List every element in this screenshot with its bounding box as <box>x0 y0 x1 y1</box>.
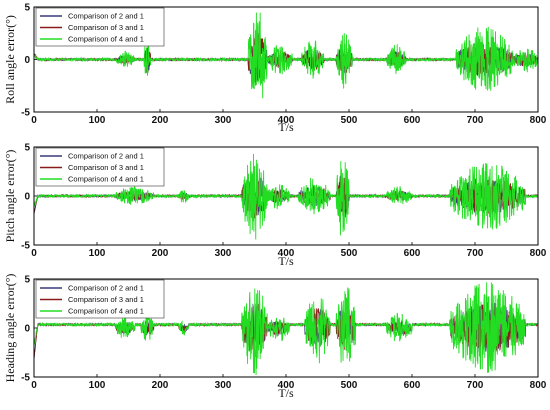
x-tick-label: 200 <box>152 248 169 259</box>
x-tick-label: 700 <box>467 380 484 391</box>
x-tick-label: 200 <box>152 380 169 391</box>
x-tick-label: 400 <box>278 380 295 391</box>
x-tick-label: 500 <box>341 380 358 391</box>
plot-area <box>34 282 538 376</box>
x-tick-label: 500 <box>341 248 358 259</box>
x-tick-label: 600 <box>404 115 421 126</box>
y-tick-label: 5 <box>24 3 30 14</box>
plot-area <box>34 153 538 240</box>
legend-label: Comparison of 3 and 1 <box>68 295 144 304</box>
legend: Comparison of 2 and 1 Comparison of 3 and… <box>35 279 165 319</box>
y-tick-label: 0 <box>24 55 30 66</box>
y-tick-label: 0 <box>24 192 30 203</box>
x-tick-label: 700 <box>467 248 484 259</box>
y-tick-label: 5 <box>24 275 30 286</box>
series-line-3 <box>34 12 538 99</box>
legend-label: Comparison of 2 and 1 <box>68 284 144 293</box>
y-tick-label: -5 <box>21 373 30 384</box>
x-tick-label: 200 <box>152 115 169 126</box>
y-tick-label: 0 <box>24 324 30 335</box>
x-tick-label: 100 <box>89 115 106 126</box>
subplot-3: 0 100 200 300 400 500 600 700 80050-5T/sHeading … <box>3 274 547 400</box>
y-tick-label: -5 <box>21 241 30 252</box>
x-tick-label: 0 <box>31 248 37 259</box>
x-axis-label: T/s <box>278 120 294 134</box>
x-tick-label: 300 <box>215 380 232 391</box>
series-line-3 <box>34 282 538 376</box>
x-tick-label: 300 <box>215 248 232 259</box>
legend-label: Comparison of 3 and 1 <box>68 163 144 172</box>
legend-label: Comparison of 4 and 1 <box>68 35 144 44</box>
x-tick-label: 800 <box>530 380 547 391</box>
y-tick-label: -5 <box>21 108 30 119</box>
y-axis-label: Roll angle error(°) <box>3 15 17 104</box>
x-tick-label: 100 <box>89 248 106 259</box>
x-tick-label: 400 <box>278 115 295 126</box>
x-axis-label: T/s <box>278 254 294 268</box>
x-tick-label: 600 <box>404 248 421 259</box>
legend-label: Comparison of 4 and 1 <box>68 175 144 184</box>
legend-label: Comparison of 4 and 1 <box>68 307 144 316</box>
x-tick-label: 0 <box>31 115 37 126</box>
x-tick-label: 700 <box>467 115 484 126</box>
y-tick-label: 5 <box>24 143 30 154</box>
legend-label: Comparison of 2 and 1 <box>68 152 144 161</box>
plot-area <box>34 12 538 99</box>
x-tick-label: 100 <box>89 380 106 391</box>
y-axis-label: Pitch angle error(°) <box>3 150 17 243</box>
legend-label: Comparison of 3 and 1 <box>68 23 144 32</box>
x-tick-label: 600 <box>404 380 421 391</box>
x-tick-label: 400 <box>278 248 295 259</box>
legend-label: Comparison of 2 and 1 <box>68 12 144 21</box>
x-tick-label: 300 <box>215 115 232 126</box>
legend: Comparison of 2 and 1 Comparison of 3 and… <box>35 7 165 47</box>
y-axis-label: Heading angle error(°) <box>3 274 17 383</box>
legend: Comparison of 2 and 1 Comparison of 3 and… <box>35 147 165 187</box>
x-tick-label: 500 <box>341 115 358 126</box>
x-tick-label: 800 <box>530 248 547 259</box>
series-line-3 <box>34 153 538 240</box>
x-tick-label: 800 <box>530 115 547 126</box>
x-tick-label: 0 <box>31 380 37 391</box>
x-axis-label: T/s <box>278 386 294 400</box>
